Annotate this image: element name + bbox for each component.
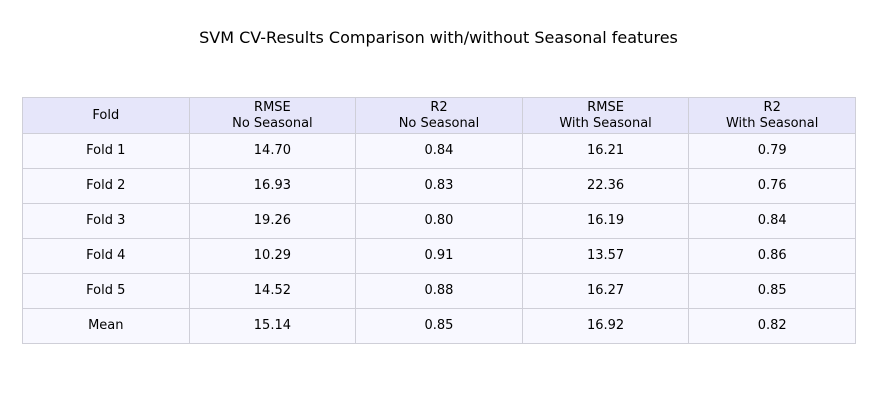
header-metric-label: RMSE xyxy=(254,99,291,115)
table-cell-r2-with-seasonal: 0.85 xyxy=(688,273,856,309)
header-r2-with-seasonal: R2 With Seasonal xyxy=(688,97,856,134)
table-cell-r2-with-seasonal: 0.86 xyxy=(688,238,856,274)
table-cell-r2-no-seasonal: 0.80 xyxy=(355,203,523,239)
table-row-mean: Mean 15.14 0.85 16.92 0.82 xyxy=(22,308,856,344)
header-variant-label: No Seasonal xyxy=(232,115,313,131)
header-metric-label: R2 xyxy=(763,99,781,115)
header-metric-label: R2 xyxy=(430,99,448,115)
table-cell-rmse-no-seasonal: 10.29 xyxy=(188,238,357,274)
header-fold-label: Fold xyxy=(92,107,120,123)
table-cell-r2-with-seasonal: 0.84 xyxy=(688,203,856,239)
table-cell-r2-with-seasonal: 0.82 xyxy=(688,308,856,344)
table-cell-fold: Fold 5 xyxy=(22,273,190,309)
table-row: Fold 4 10.29 0.91 13.57 0.86 xyxy=(22,238,856,274)
header-metric-label: RMSE xyxy=(587,99,624,115)
table-cell-r2-with-seasonal: 0.79 xyxy=(688,133,856,169)
table-cell-fold: Mean xyxy=(22,308,190,344)
table-cell-r2-no-seasonal: 0.84 xyxy=(355,133,523,169)
table-cell-r2-no-seasonal: 0.85 xyxy=(355,308,523,344)
table-cell-rmse-with-seasonal: 22.36 xyxy=(521,168,690,204)
table-cell-rmse-with-seasonal: 13.57 xyxy=(521,238,690,274)
table-cell-r2-no-seasonal: 0.91 xyxy=(355,238,523,274)
table-cell-rmse-no-seasonal: 14.70 xyxy=(188,133,357,169)
table-cell-rmse-no-seasonal: 14.52 xyxy=(188,273,357,309)
table-cell-fold: Fold 3 xyxy=(22,203,190,239)
table-cell-fold: Fold 4 xyxy=(22,238,190,274)
table-cell-rmse-with-seasonal: 16.21 xyxy=(521,133,690,169)
header-fold: Fold xyxy=(22,97,190,134)
header-variant-label: No Seasonal xyxy=(398,115,480,131)
header-variant-label: With Seasonal xyxy=(725,115,819,131)
table-row: Fold 2 16.93 0.83 22.36 0.76 xyxy=(22,168,856,204)
table-cell-fold: Fold 1 xyxy=(22,133,190,169)
table-row: Fold 3 19.26 0.80 16.19 0.84 xyxy=(22,203,856,239)
header-variant-label: With Seasonal xyxy=(559,115,652,131)
header-row: Fold RMSE No Seasonal R2 No Seasonal RMS… xyxy=(22,97,856,134)
table-cell-rmse-no-seasonal: 19.26 xyxy=(188,203,357,239)
table-cell-rmse-no-seasonal: 16.93 xyxy=(188,168,357,204)
table-row: Fold 1 14.70 0.84 16.21 0.79 xyxy=(22,133,856,169)
table-cell-r2-no-seasonal: 0.88 xyxy=(355,273,523,309)
header-rmse-no-seasonal: RMSE No Seasonal xyxy=(188,97,357,134)
table-cell-r2-with-seasonal: 0.76 xyxy=(688,168,856,204)
table-cell-r2-no-seasonal: 0.83 xyxy=(355,168,523,204)
table-cell-rmse-with-seasonal: 16.27 xyxy=(521,273,690,309)
table-cell-rmse-with-seasonal: 16.19 xyxy=(521,203,690,239)
cv-results-table: Fold RMSE No Seasonal R2 No Seasonal RMS… xyxy=(22,97,856,344)
header-r2-no-seasonal: R2 No Seasonal xyxy=(355,97,523,134)
table-cell-fold: Fold 2 xyxy=(22,168,190,204)
table-cell-rmse-with-seasonal: 16.92 xyxy=(521,308,690,344)
chart-title: SVM CV-Results Comparison with/without S… xyxy=(199,28,678,47)
header-rmse-with-seasonal: RMSE With Seasonal xyxy=(521,97,690,134)
table-cell-rmse-no-seasonal: 15.14 xyxy=(188,308,357,344)
table-row: Fold 5 14.52 0.88 16.27 0.85 xyxy=(22,273,856,309)
